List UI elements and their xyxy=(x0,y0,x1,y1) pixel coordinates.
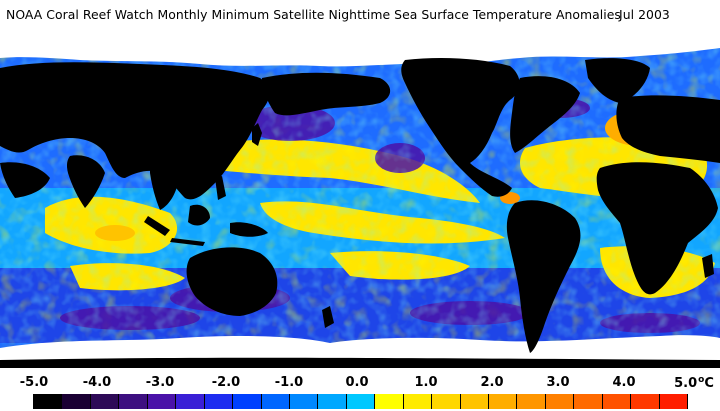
new-guinea xyxy=(230,222,268,237)
asia-east xyxy=(262,72,391,116)
legend-swatch xyxy=(33,394,63,409)
legend-swatch xyxy=(574,394,603,409)
anomaly-map xyxy=(0,38,720,368)
legend-swatch xyxy=(460,394,489,409)
legend-swatch xyxy=(318,394,347,409)
legend-tick-max-value: 5.0 xyxy=(674,376,698,391)
title-text: NOAA Coral Reef Watch Monthly Minimum Sa… xyxy=(6,7,621,22)
legend-swatch xyxy=(204,394,234,409)
south-america xyxy=(506,200,581,353)
legend-swatch xyxy=(545,394,575,409)
north-america-east xyxy=(510,76,580,153)
title-date: Jul 2003 xyxy=(619,7,670,22)
africa xyxy=(596,162,718,295)
legend-tick: -2.0 xyxy=(211,375,241,390)
legend-swatch xyxy=(119,394,148,409)
legend-swatch xyxy=(346,394,376,409)
degree-sign: o xyxy=(698,375,705,385)
legend-tick: -1.0 xyxy=(274,375,304,390)
legend-tick: 1.0 xyxy=(414,375,438,390)
legend-swatch xyxy=(659,394,689,409)
sumatra xyxy=(144,216,170,236)
legend-swatch xyxy=(233,394,262,409)
java xyxy=(170,238,205,246)
borneo xyxy=(188,204,210,226)
legend-swatch xyxy=(432,394,461,409)
legend-swatch xyxy=(375,394,404,409)
eurasia xyxy=(0,62,270,200)
legend-swatch xyxy=(602,394,632,409)
uk xyxy=(650,102,660,120)
indochina xyxy=(150,157,178,210)
madagascar xyxy=(702,254,714,278)
legend-swatch xyxy=(176,394,205,409)
legend-swatch xyxy=(517,394,546,409)
japan xyxy=(252,123,262,146)
legend-tick: 3.0 xyxy=(546,375,570,390)
india xyxy=(66,155,105,208)
color-scale-legend: -5.0 -4.0 -3.0 -2.0 -1.0 0.0 1.0 2.0 3.0… xyxy=(0,372,720,411)
legend-tick: -4.0 xyxy=(82,375,112,390)
arabia xyxy=(0,162,50,198)
philippines xyxy=(215,176,226,200)
land xyxy=(0,58,720,353)
celsius-unit: C xyxy=(704,376,714,391)
new-zealand xyxy=(322,306,334,328)
legend-swatch xyxy=(62,394,91,409)
north-america xyxy=(401,58,520,197)
legend-swatch xyxy=(90,394,120,409)
legend-tick: 4.0 xyxy=(612,375,636,390)
australia xyxy=(186,247,278,316)
legend-tick-max: 5.0oC xyxy=(674,375,714,391)
legend-swatch xyxy=(489,394,518,409)
legend-tick: -5.0 xyxy=(19,375,49,390)
legend-swatch xyxy=(289,394,319,409)
legend-swatch xyxy=(631,394,660,409)
greenland xyxy=(585,58,650,103)
legend-tick: 2.0 xyxy=(480,375,504,390)
legend-tick: 0.0 xyxy=(345,375,369,390)
arctic-ice xyxy=(0,38,720,67)
legend-swatch xyxy=(261,394,290,409)
legend-swatch xyxy=(147,394,177,409)
europe xyxy=(616,95,720,163)
map-title: NOAA Coral Reef Watch Monthly Minimum Sa… xyxy=(6,7,714,29)
color-swatches xyxy=(33,394,689,409)
legend-swatch xyxy=(403,394,433,409)
legend-tick: -3.0 xyxy=(145,375,175,390)
